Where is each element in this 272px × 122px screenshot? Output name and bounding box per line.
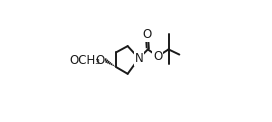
Text: O: O: [95, 54, 105, 67]
Text: O: O: [153, 50, 162, 63]
Text: OCH₃: OCH₃: [69, 54, 100, 67]
Text: O: O: [142, 28, 152, 41]
Text: N: N: [135, 52, 143, 65]
